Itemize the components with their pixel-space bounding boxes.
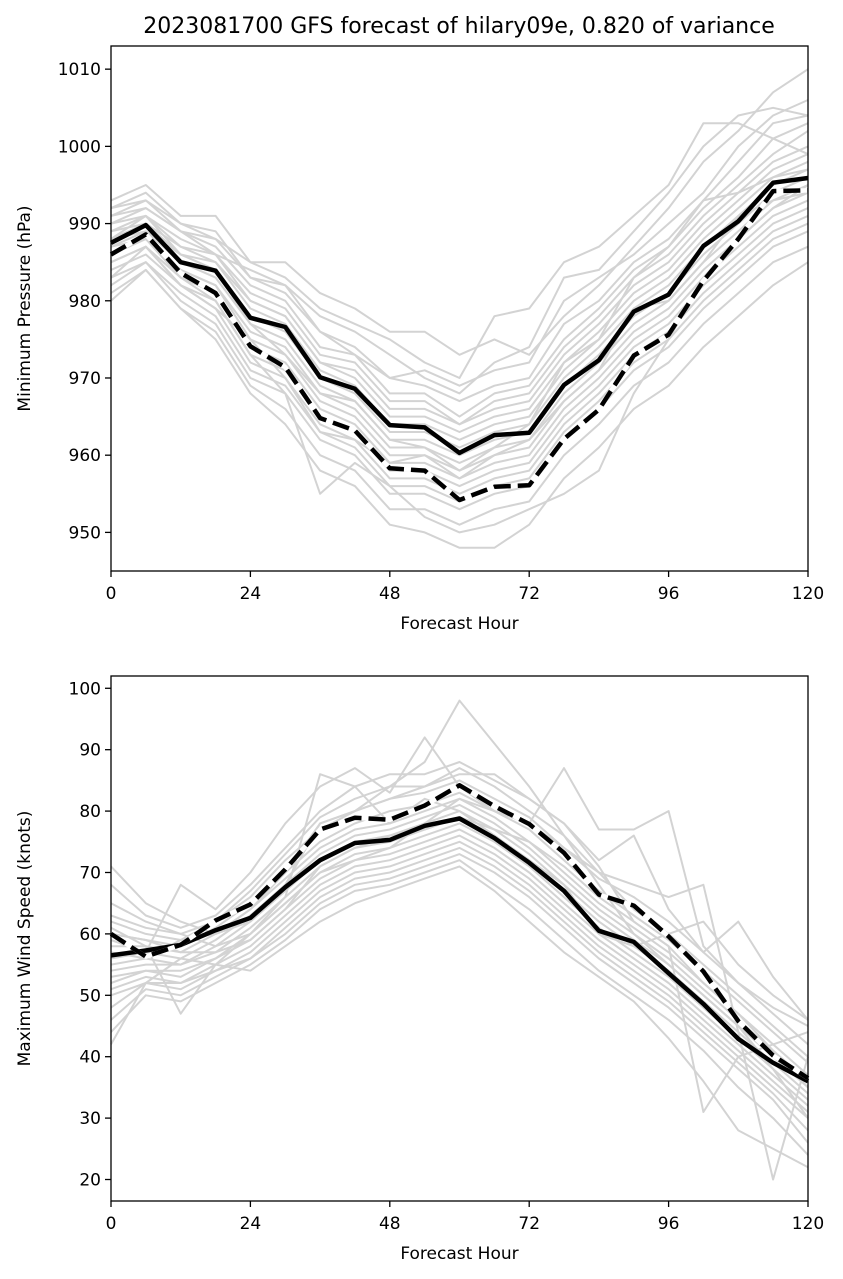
wind-x-tick-label: 48: [379, 1214, 401, 1234]
pressure-y-tick-label: 980: [69, 292, 101, 312]
wind-x-tick-label: 0: [106, 1214, 117, 1234]
wind-x-tick-label: 120: [792, 1214, 824, 1234]
pressure-panel: 0 24 48 72 96 120 950 960 970 980 990 1000 1010 Forec…: [15, 45, 824, 634]
minimum-pressure-y-axis-label: Minimum Pressure (hPa): [15, 205, 35, 411]
wind-member-line-17: [110, 865, 809, 1169]
pressure-y-tick-label: 1010: [58, 60, 101, 80]
pressure-member-line-3: [110, 114, 809, 403]
wind-member-line-11: [110, 828, 809, 1107]
pressure-plot-frame: [110, 45, 809, 572]
wind-dashed-mean-line: [109, 783, 810, 1081]
pressure-member-line-24: [110, 191, 809, 480]
pressure-member-line-7: [110, 153, 809, 433]
pressure-x-tick-label: 96: [658, 584, 680, 604]
chart-title: 2023081700 GFS forecast of hilary09e, 0.…: [143, 14, 775, 39]
wind-y-tick-label: 80: [79, 802, 101, 822]
wind-member-line-15: [110, 853, 809, 1144]
pressure-member-line-18: [110, 245, 809, 526]
pressure-y-tick-label: 1000: [58, 137, 101, 157]
pressure-x-axis-label: Forecast Hour: [400, 614, 518, 634]
wind-y-tick-label: 70: [79, 863, 101, 883]
pressure-y-tick-label: 990: [69, 215, 101, 235]
pressure-y-tick-label: 960: [69, 446, 101, 466]
pressure-solid-mean-line: [109, 175, 809, 456]
pressure-member-line-19: [110, 261, 809, 549]
pressure-y-tick-label: 950: [69, 523, 101, 543]
wind-y-tick-label: 100: [69, 679, 101, 699]
pressure-x-tick-label: 48: [379, 584, 401, 604]
pressure-x-tick-label: 72: [518, 584, 540, 604]
pressure-x-tick-label: 24: [240, 584, 262, 604]
wind-panel: 0 24 48 72 96 120 20 30 40 50 60 70 80 90 100 Forecast …: [15, 675, 824, 1264]
pressure-member-line-15: [110, 214, 809, 495]
wind-x-tick-label: 96: [658, 1214, 680, 1234]
pressure-x-tick-label: 0: [106, 584, 117, 604]
pressure-dashed-mean-line: [109, 188, 809, 503]
pressure-x-tick-label: 120: [792, 584, 824, 604]
maximum-wind-speed-y-axis-label: Maximum Wind Speed (knots): [15, 811, 35, 1067]
pressure-member-line-1: [110, 68, 809, 356]
wind-y-tick-label: 90: [79, 741, 101, 761]
wind-member-line-2: [110, 761, 809, 1089]
pressure-member-line-22: [110, 106, 809, 395]
wind-y-tick-label: 30: [79, 1109, 101, 1129]
wind-member-line-13: [110, 840, 809, 1119]
wind-member-line-10: [110, 822, 809, 1101]
wind-solid-mean-line: [110, 816, 810, 1084]
wind-plot-frame: [110, 675, 809, 1202]
wind-member-line-21: [110, 797, 809, 1181]
wind-y-tick-label: 40: [79, 1048, 101, 1068]
wind-x-axis-label: Forecast Hour: [400, 1244, 518, 1264]
wind-member-line-18: [110, 773, 809, 1021]
pressure-member-line-6: [110, 145, 809, 426]
wind-member-line-16: [110, 859, 809, 1156]
wind-y-tick-label: 60: [79, 925, 101, 945]
pressure-y-tick-label: 970: [69, 369, 101, 389]
wind-member-line-20: [110, 773, 809, 1021]
pressure-member-line-21: [110, 122, 809, 379]
wind-x-tick-label: 24: [240, 1214, 262, 1234]
wind-member-line-12: [110, 834, 809, 1113]
wind-y-tick-label: 20: [79, 1171, 101, 1191]
pressure-member-line-17: [110, 230, 809, 511]
wind-member-line-7: [110, 803, 809, 1083]
wind-member-line-3: [110, 767, 809, 1058]
pressure-member-line-8: [110, 160, 809, 441]
wind-x-tick-label: 72: [518, 1214, 540, 1234]
pressure-member-line-10: [110, 176, 809, 457]
wind-y-tick-label: 50: [79, 986, 101, 1006]
